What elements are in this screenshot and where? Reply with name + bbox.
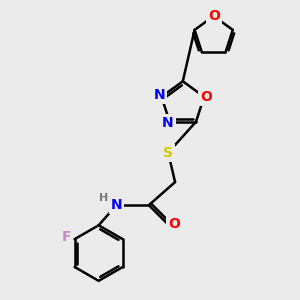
Text: N: N — [162, 116, 173, 130]
Text: H: H — [99, 193, 109, 203]
Text: N: N — [154, 88, 165, 102]
Text: O: O — [200, 90, 212, 104]
Text: F: F — [61, 230, 71, 244]
Text: S: S — [163, 146, 173, 160]
Text: O: O — [208, 9, 220, 23]
Text: N: N — [111, 198, 122, 212]
Text: O: O — [168, 218, 180, 232]
